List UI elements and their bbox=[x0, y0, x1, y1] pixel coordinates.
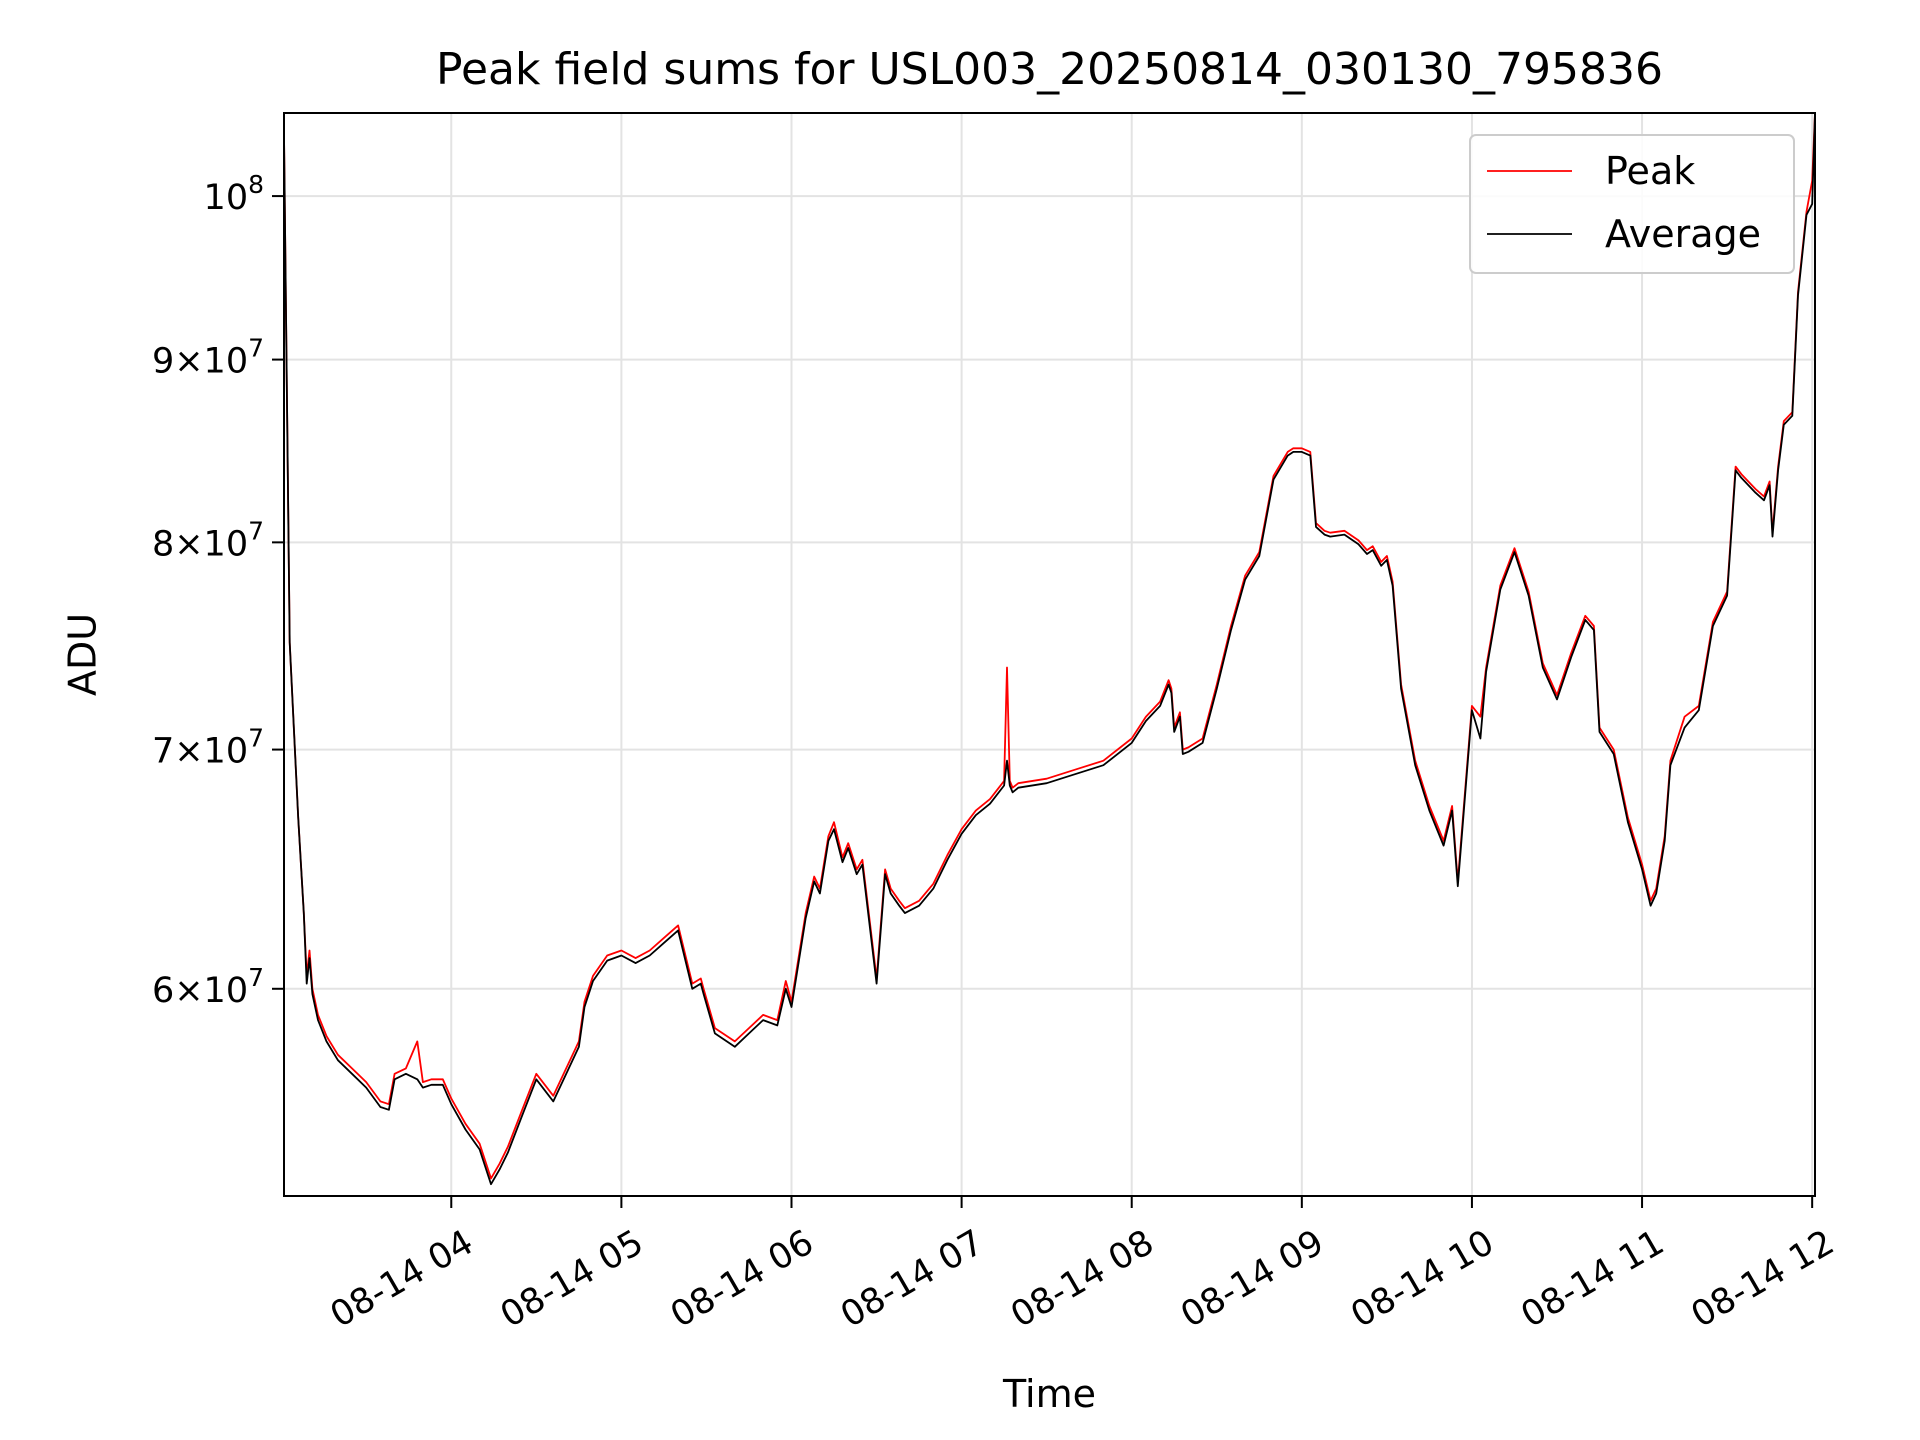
y-tick-times: × bbox=[174, 342, 203, 382]
y-tick-mantissa: 9 bbox=[152, 342, 174, 382]
y-tick-label: 6×107 bbox=[152, 963, 264, 1011]
legend-label-average: Average bbox=[1605, 212, 1761, 256]
axes-frame bbox=[283, 112, 1816, 1197]
y-tick-exponent: 7 bbox=[248, 963, 264, 992]
series-line-average bbox=[283, 112, 1816, 1186]
legend-box bbox=[1469, 134, 1795, 274]
y-axis-label: ADU bbox=[60, 613, 104, 696]
y-tick-base: 10 bbox=[204, 342, 249, 382]
y-tick-times: × bbox=[174, 524, 203, 564]
y-tick-times: × bbox=[174, 732, 203, 772]
y-tick-exponent: 7 bbox=[248, 516, 264, 545]
y-tick-base: 10 bbox=[204, 524, 249, 564]
y-tick-base: 10 bbox=[204, 178, 249, 218]
x-axis-label: Time bbox=[1002, 1372, 1096, 1416]
y-tick-label: 7×107 bbox=[152, 724, 264, 772]
legend-label-peak: Peak bbox=[1605, 149, 1695, 193]
plot-lines bbox=[283, 112, 1816, 1186]
y-tick-mantissa: 7 bbox=[152, 732, 174, 772]
y-tick-exponent: 8 bbox=[248, 170, 264, 199]
y-tick-label: 108 bbox=[204, 170, 264, 218]
y-tick-label: 9×107 bbox=[152, 334, 264, 382]
grid bbox=[284, 113, 1815, 1196]
chart-title: Peak field sums for USL003_20250814_0301… bbox=[436, 44, 1663, 95]
y-tick-mantissa: 6 bbox=[152, 971, 174, 1011]
y-tick-exponent: 7 bbox=[248, 724, 264, 753]
y-tick-label: 8×107 bbox=[152, 516, 264, 564]
y-tick-base: 10 bbox=[204, 732, 249, 772]
y-tick-base: 10 bbox=[204, 971, 249, 1011]
y-tick-mantissa: 8 bbox=[152, 524, 174, 564]
y-tick-times: × bbox=[174, 971, 203, 1011]
y-tick-exponent: 7 bbox=[248, 334, 264, 363]
legend: Peak Average bbox=[1469, 134, 1795, 274]
